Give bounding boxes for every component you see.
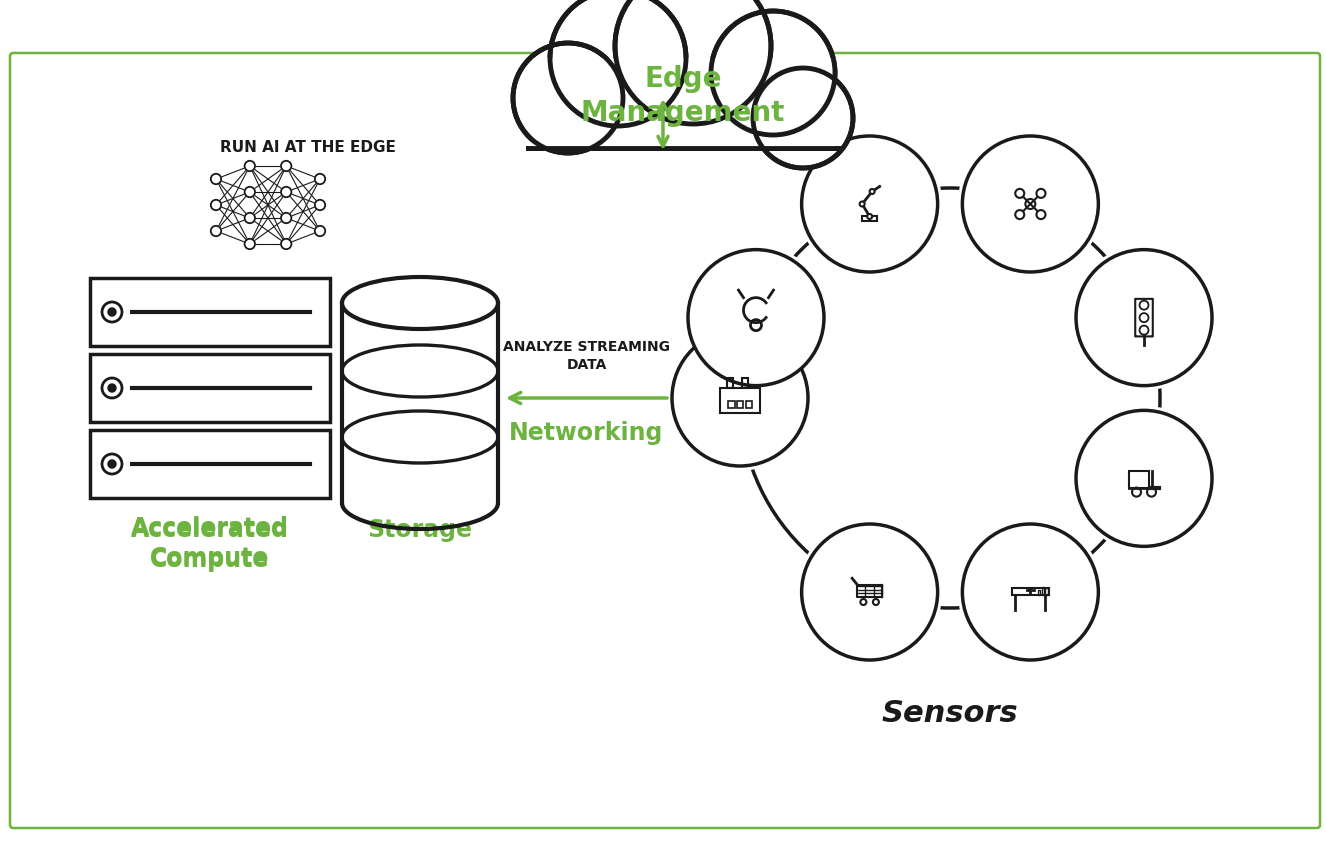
- Circle shape: [870, 189, 875, 194]
- Circle shape: [102, 302, 122, 322]
- Circle shape: [281, 187, 292, 197]
- Circle shape: [867, 214, 873, 219]
- Text: Networking: Networking: [509, 421, 664, 445]
- Bar: [737, 401, 744, 408]
- Circle shape: [107, 308, 115, 316]
- Circle shape: [672, 330, 808, 466]
- Circle shape: [684, 245, 827, 390]
- Circle shape: [798, 132, 941, 276]
- Ellipse shape: [342, 277, 499, 329]
- Circle shape: [107, 384, 115, 392]
- Text: ANALYZE STREAMING
DATA: ANALYZE STREAMING DATA: [503, 340, 670, 372]
- Circle shape: [244, 187, 255, 197]
- Circle shape: [1075, 410, 1212, 547]
- Text: Accelerated
Compute: Accelerated Compute: [131, 516, 289, 570]
- FancyBboxPatch shape: [17, 60, 1313, 821]
- Circle shape: [1075, 250, 1212, 385]
- Text: Sensors: Sensors: [882, 698, 1018, 728]
- Circle shape: [102, 378, 122, 398]
- Bar: [1012, 589, 1049, 595]
- Bar: [342, 303, 499, 503]
- Circle shape: [1016, 210, 1024, 219]
- Circle shape: [798, 520, 941, 664]
- Circle shape: [1071, 245, 1216, 390]
- Circle shape: [244, 160, 255, 172]
- Circle shape: [1016, 189, 1024, 198]
- Circle shape: [1037, 210, 1045, 219]
- Circle shape: [244, 213, 255, 223]
- Bar: [720, 388, 760, 413]
- Circle shape: [859, 202, 865, 207]
- Circle shape: [688, 250, 823, 385]
- Circle shape: [959, 132, 1102, 276]
- Circle shape: [211, 174, 221, 184]
- FancyBboxPatch shape: [30, 74, 1299, 807]
- Circle shape: [211, 226, 221, 236]
- Bar: [90, 430, 330, 498]
- Circle shape: [963, 136, 1098, 272]
- Circle shape: [963, 524, 1098, 660]
- Circle shape: [244, 239, 255, 249]
- Circle shape: [753, 68, 853, 168]
- Circle shape: [668, 326, 812, 470]
- Bar: [528, 108, 841, 153]
- FancyBboxPatch shape: [45, 88, 1285, 793]
- FancyBboxPatch shape: [52, 95, 1278, 786]
- Bar: [533, 58, 835, 148]
- Circle shape: [513, 43, 623, 153]
- Circle shape: [102, 454, 122, 474]
- Circle shape: [314, 200, 325, 210]
- Bar: [745, 401, 752, 408]
- Bar: [1038, 589, 1041, 595]
- Circle shape: [314, 174, 325, 184]
- Circle shape: [550, 0, 686, 126]
- Circle shape: [802, 524, 937, 660]
- Text: Edge
Management: Edge Management: [581, 64, 785, 127]
- Text: Storage: Storage: [367, 518, 472, 542]
- Bar: [90, 354, 330, 422]
- Bar: [862, 216, 876, 221]
- Bar: [1045, 589, 1048, 595]
- Bar: [1042, 587, 1044, 595]
- Circle shape: [281, 213, 292, 223]
- Circle shape: [211, 200, 221, 210]
- Bar: [90, 278, 330, 346]
- FancyBboxPatch shape: [38, 81, 1292, 800]
- Circle shape: [1037, 189, 1045, 198]
- Circle shape: [314, 226, 325, 236]
- Circle shape: [959, 520, 1102, 664]
- Bar: [727, 378, 733, 388]
- Circle shape: [1071, 407, 1216, 550]
- Circle shape: [615, 0, 770, 124]
- Circle shape: [107, 460, 115, 468]
- Circle shape: [711, 11, 835, 135]
- Bar: [743, 378, 748, 388]
- FancyBboxPatch shape: [11, 53, 1319, 828]
- Circle shape: [1025, 199, 1036, 209]
- FancyBboxPatch shape: [24, 67, 1306, 814]
- Text: RUN AI AT THE EDGE: RUN AI AT THE EDGE: [220, 141, 396, 155]
- Bar: [1128, 471, 1150, 488]
- Circle shape: [281, 239, 292, 249]
- Circle shape: [281, 160, 292, 172]
- Text: Accelerated
Compute: Accelerated Compute: [131, 518, 289, 571]
- Bar: [728, 401, 735, 408]
- Circle shape: [802, 136, 937, 272]
